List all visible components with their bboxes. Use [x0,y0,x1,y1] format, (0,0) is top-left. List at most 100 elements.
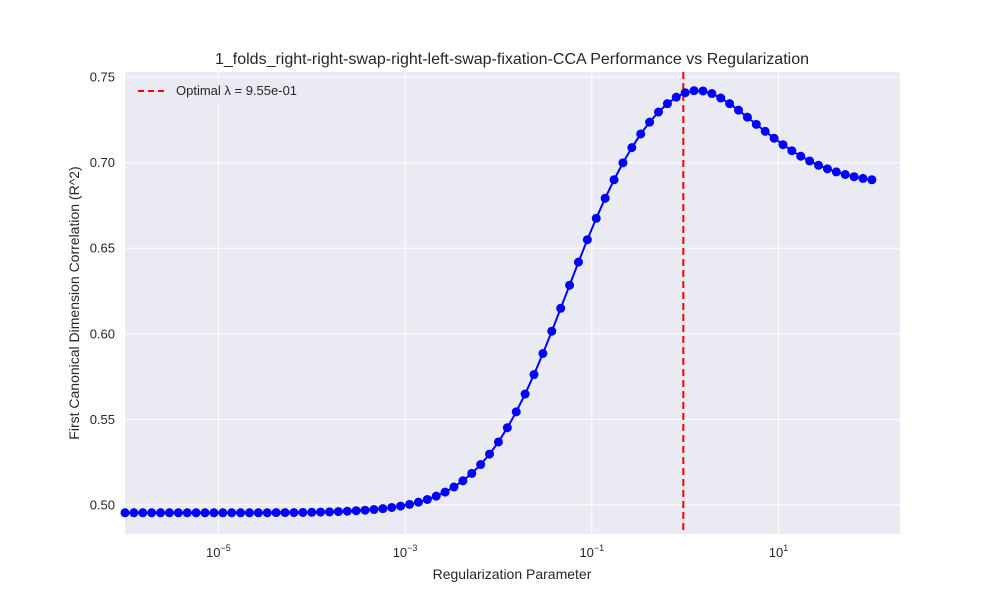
data-point [805,156,815,166]
data-point [636,129,646,139]
data-point [200,508,210,518]
y-tick-label: 0.70 [90,155,115,170]
x-tick-base: 10 [579,545,593,560]
data-point [787,146,797,156]
data-point [449,482,459,492]
x-tick-exponent: 1 [783,543,788,553]
data-point [280,508,290,518]
data-point [173,508,183,518]
data-point [502,423,512,433]
data-point [351,506,361,516]
data-point [654,107,663,117]
x-tick-exponent: −5 [220,543,230,553]
data-point [814,160,824,170]
data-point [662,99,672,109]
data-point [467,468,477,478]
data-point [538,348,548,358]
data-point [164,508,174,518]
data-point [342,506,352,516]
data-point [209,508,219,518]
data-point [600,193,610,203]
data-point [609,175,619,185]
x-tick-label: 10−1 [579,543,604,560]
data-point [236,508,246,518]
data-point [547,326,557,336]
data-point [253,508,263,518]
data-point [360,505,370,515]
y-tick-label: 0.65 [90,241,115,256]
data-point [262,508,272,518]
x-axis-label: Regularization Parameter [433,566,592,582]
data-point [529,370,539,380]
data-point [307,507,317,517]
data-point [645,117,655,127]
data-point [191,508,201,518]
data-point [387,502,397,512]
y-tick-label: 0.55 [90,412,115,427]
data-point [849,172,859,182]
data-point [422,494,432,504]
y-axis-label: First Canonical Dimension Correlation (R… [66,166,82,439]
data-point [325,507,335,517]
y-tick-layer: 0.50 0.55 0.60 0.65 0.70 0.75 [90,70,115,513]
data-point [707,89,717,99]
data-point [618,158,628,168]
data-point [138,508,148,518]
data-point [129,508,139,518]
x-tick-label: 10−3 [393,543,418,560]
x-tick-label: 101 [769,543,788,560]
data-point [396,501,406,511]
data-point [689,86,699,96]
x-tick-base: 10 [393,545,407,560]
data-point [511,407,521,417]
y-tick-label: 0.60 [90,326,115,341]
data-point [573,257,583,267]
data-point [458,476,468,486]
data-point [796,151,806,161]
data-point [565,280,575,290]
data-point [725,99,735,109]
x-tick-layer: 10−5 10−3 10−1 101 [206,543,788,560]
data-point [831,167,841,177]
data-point [298,507,308,517]
data-point [369,505,379,515]
data-point [716,93,726,103]
data-point [751,119,761,129]
plot-background [125,72,900,534]
data-point [271,508,281,518]
series-layer [120,86,877,518]
data-point [476,460,486,470]
data-point [182,508,192,518]
data-point [627,143,637,153]
data-point [680,88,690,98]
data-point [333,507,343,517]
x-tick-exponent: −3 [407,543,417,553]
data-point [769,133,779,143]
data-point [734,105,744,115]
data-point [147,508,157,518]
y-tick-label: 0.75 [90,70,115,85]
data-point [556,303,566,313]
data-point [405,499,415,509]
data-point [493,437,503,447]
data-point [413,497,423,507]
data-point [582,235,592,245]
x-tick-label: 10−5 [206,543,231,560]
data-point [378,504,388,514]
legend-optimal-label: Optimal λ = 9.55e-01 [176,83,297,98]
data-point [485,449,495,459]
x-tick-exponent: −1 [594,543,604,553]
data-point [227,508,237,518]
y-tick-label: 0.50 [90,497,115,512]
data-point [671,92,681,102]
legend: Optimal λ = 9.55e-01 [130,78,315,104]
data-point [760,126,770,136]
data-point [520,389,530,399]
x-tick-base: 10 [206,545,220,560]
data-point [440,487,450,497]
data-point [742,112,752,122]
data-point [778,140,788,150]
data-point [867,175,877,185]
